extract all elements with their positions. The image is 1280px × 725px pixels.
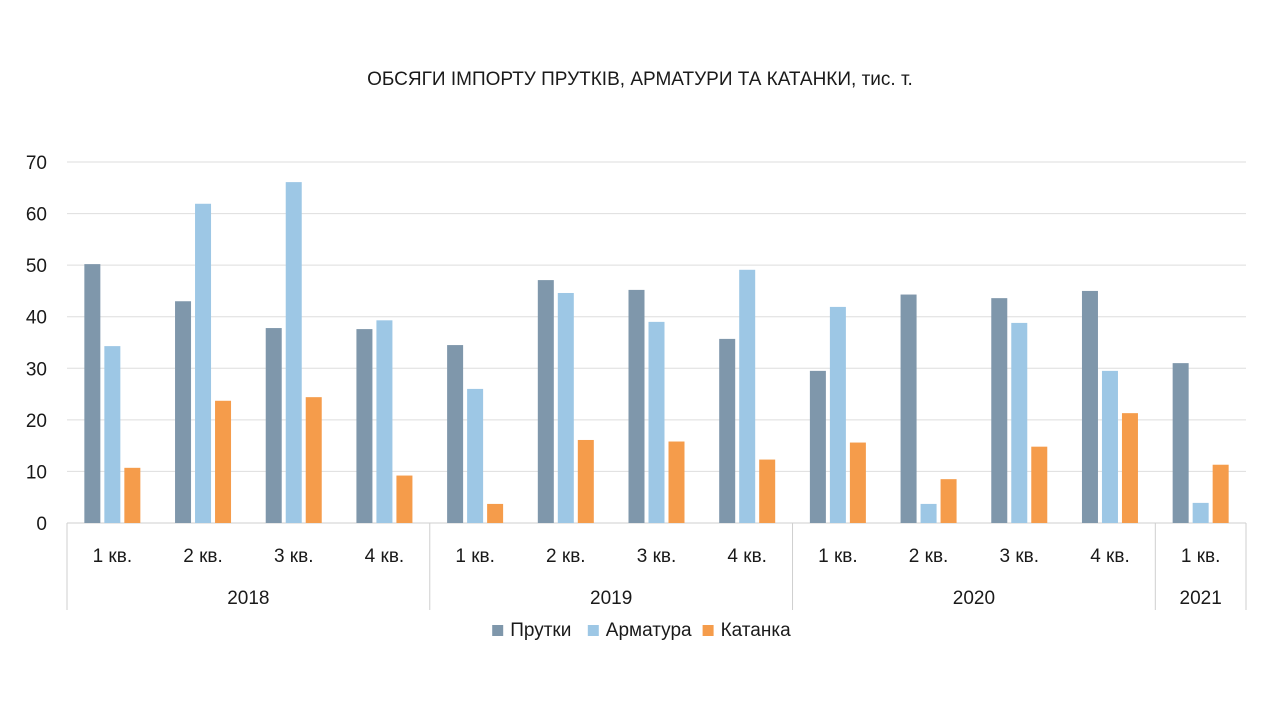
bar — [668, 441, 685, 523]
legend-label: Прутки — [510, 620, 571, 641]
quarter-label: 3 кв. — [1000, 546, 1040, 567]
bar — [719, 338, 736, 523]
y-tick-label: 0 — [36, 514, 47, 535]
quarter-label: 4 кв. — [727, 546, 767, 567]
bar — [104, 346, 121, 523]
bar — [900, 294, 917, 523]
bar — [1121, 413, 1138, 523]
bar — [396, 475, 413, 523]
bar — [84, 264, 101, 523]
legend-swatch — [702, 625, 714, 636]
x-axis: 1 кв. 2 кв. 3 кв. 4 кв. 1 кв. 2 кв. 3 кв. 4 кв.… — [66, 523, 1247, 610]
legend-swatch — [587, 625, 599, 636]
bar — [305, 397, 322, 523]
bar — [849, 442, 866, 523]
bar — [1192, 502, 1209, 523]
bar — [376, 320, 393, 523]
bar — [739, 269, 756, 523]
bar — [809, 370, 826, 523]
bar — [1101, 370, 1118, 523]
quarter-label: 2 кв. — [909, 546, 949, 567]
quarter-label: 1 кв. — [818, 546, 858, 567]
y-tick-label: 10 — [26, 462, 47, 483]
bar — [175, 301, 192, 523]
year-label: 2018 — [227, 588, 269, 609]
bar — [991, 298, 1008, 523]
quarter-label: 2 кв. — [546, 546, 586, 567]
bar — [215, 400, 232, 523]
y-tick-label: 70 — [26, 153, 47, 174]
legend-swatch — [492, 625, 504, 636]
bar — [447, 345, 464, 523]
legend-label: Арматура — [606, 620, 692, 641]
quarter-label: 4 кв. — [1090, 546, 1130, 567]
y-tick-label: 40 — [26, 308, 47, 329]
bar — [628, 289, 645, 523]
chart-title: ОБСЯГИ ІМПОРТУ ПРУТКІВ, АРМАТУРИ ТА КАТА… — [367, 69, 913, 90]
bars — [84, 182, 1229, 523]
bar — [1081, 290, 1098, 523]
quarter-label: 4 кв. — [365, 546, 405, 567]
year-label: 2020 — [953, 588, 995, 609]
bar — [195, 203, 212, 523]
bar — [1011, 322, 1028, 523]
bar — [467, 388, 484, 523]
y-tick-label: 50 — [26, 256, 47, 277]
bar — [920, 503, 937, 523]
quarter-label: 3 кв. — [274, 546, 314, 567]
bar — [648, 321, 665, 523]
quarter-label: 2 кв. — [183, 546, 223, 567]
legend-label: Катанка — [721, 620, 791, 641]
legend: Прутки Арматура Катанка — [492, 620, 791, 641]
bar — [124, 467, 141, 523]
bar — [356, 329, 373, 523]
quarter-label: 1 кв. — [1181, 546, 1221, 567]
y-axis-ticks: 0 10 20 30 40 50 60 70 — [26, 153, 47, 535]
bar — [265, 328, 282, 523]
year-label: 2019 — [590, 588, 632, 609]
y-tick-label: 60 — [26, 205, 47, 226]
bar — [1172, 363, 1189, 523]
bar — [577, 439, 594, 523]
quarter-label: 3 кв. — [637, 546, 677, 567]
y-tick-label: 20 — [26, 411, 47, 432]
bar — [759, 459, 776, 523]
bar — [829, 306, 846, 523]
bar — [487, 503, 504, 523]
year-label: 2021 — [1180, 588, 1222, 609]
bar — [1212, 464, 1229, 523]
bar — [557, 292, 574, 523]
quarter-label: 1 кв. — [93, 546, 133, 567]
quarter-label: 1 кв. — [455, 546, 495, 567]
bar — [285, 182, 302, 523]
bar — [1031, 446, 1048, 523]
y-tick-label: 30 — [26, 359, 47, 380]
bar — [940, 479, 957, 523]
bar — [537, 280, 554, 523]
